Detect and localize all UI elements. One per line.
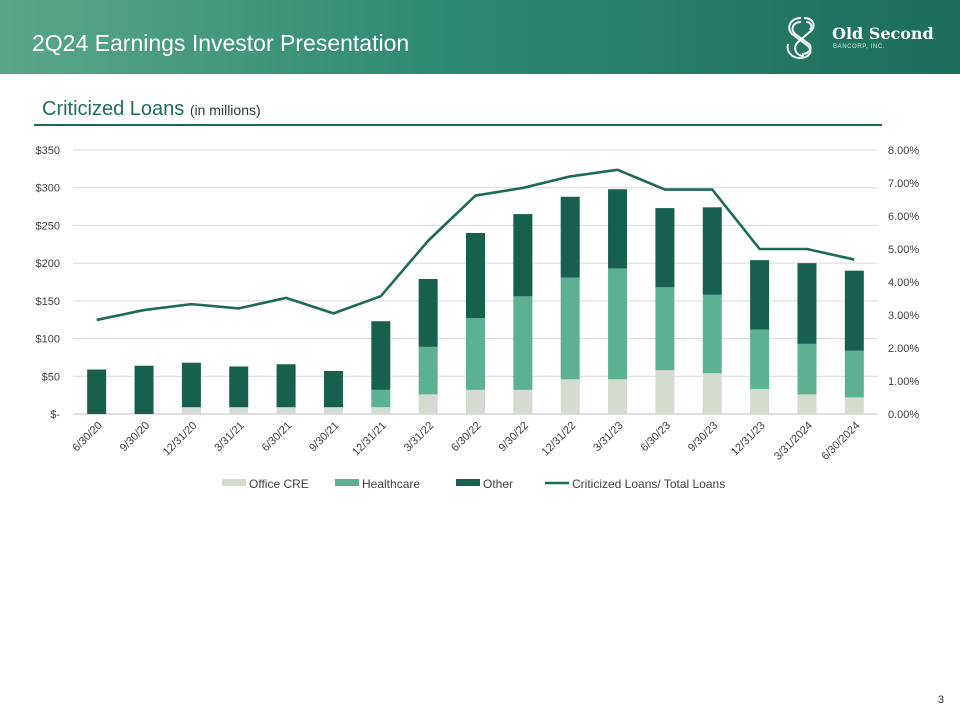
section-divider — [34, 124, 882, 126]
healthcare-bar — [560, 277, 580, 380]
x-tick-label: 9/30/22 — [497, 420, 531, 454]
other-bar — [418, 278, 438, 347]
office-cre-bar — [608, 379, 628, 414]
other-bar — [560, 196, 580, 278]
office-cre-bar — [513, 389, 533, 414]
healthcare-bar — [655, 287, 675, 371]
y-left-tick-label: $250 — [36, 220, 60, 232]
office-cre-bar — [797, 394, 817, 414]
section-title: Criticized Loans (in millions) — [42, 98, 261, 121]
y-right-tick-label: 5.00% — [888, 244, 919, 256]
y-right-tick-label: 0.00% — [888, 409, 919, 421]
legend-swatch — [222, 479, 246, 486]
x-tick-label: 6/30/22 — [449, 420, 483, 454]
healthcare-bar — [466, 318, 485, 390]
y-right-tick-label: 4.00% — [888, 277, 919, 289]
criticized-ratio-line — [96, 168, 855, 322]
other-bar — [608, 189, 628, 269]
x-tick-label: 3/31/2024 — [772, 420, 815, 463]
logo-emblem-icon — [786, 17, 815, 60]
other-bar — [134, 365, 154, 414]
healthcare-bar — [608, 268, 628, 380]
x-tick-label: 6/30/20 — [70, 420, 104, 454]
legend-label: Healthcare — [362, 477, 420, 491]
legend-swatch — [456, 479, 480, 486]
y-left-tick-label: $350 — [36, 145, 60, 157]
presentation-title: 2Q24 Earnings Investor Presentation — [32, 30, 410, 56]
office-cre-bar — [560, 379, 580, 414]
other-bar — [229, 366, 249, 408]
office-cre-bar — [702, 373, 722, 414]
x-tick-label: 3/31/21 — [212, 420, 246, 454]
other-bar — [466, 232, 485, 319]
y-right-tick-label: 6.00% — [888, 211, 919, 223]
other-bar — [844, 270, 864, 351]
x-tick-label: 6/30/23 — [639, 420, 673, 454]
other-bar — [181, 362, 201, 408]
logo-name: Old Second — [832, 24, 934, 43]
other-bar — [797, 263, 817, 344]
healthcare-bar — [750, 329, 770, 390]
healthcare-bar — [797, 343, 817, 395]
y-left-tick-label: $300 — [36, 183, 60, 195]
x-tick-label: 12/31/20 — [161, 420, 200, 459]
healthcare-bar — [702, 294, 722, 374]
other-bar — [655, 208, 675, 288]
office-cre-bar — [466, 389, 485, 414]
healthcare-bar — [844, 350, 864, 398]
y-right-tick-label: 1.00% — [888, 376, 919, 388]
other-bar — [750, 260, 770, 330]
legend-swatch — [335, 479, 359, 486]
office-cre-bar — [229, 407, 249, 414]
legend-label: Criticized Loans/ Total Loans — [572, 477, 725, 491]
header-bar: 2Q24 Earnings Investor Presentation Old … — [0, 0, 960, 74]
y-left-tick-label: $200 — [36, 258, 60, 270]
x-tick-label: 6/30/2024 — [819, 420, 862, 463]
x-tick-label: 9/30/21 — [307, 420, 341, 454]
page-number: 3 — [937, 694, 944, 706]
other-bar — [702, 207, 722, 295]
office-cre-bar — [418, 394, 438, 414]
other-bar — [513, 214, 533, 297]
x-tick-label: 12/31/23 — [729, 420, 768, 459]
y-left-tick-label: $100 — [36, 334, 60, 346]
y-left-tick-label: $- — [50, 409, 60, 421]
office-cre-bar — [181, 407, 201, 414]
y-right-tick-label: 2.00% — [888, 343, 919, 355]
x-tick-label: 9/30/20 — [118, 420, 152, 454]
other-bar — [276, 364, 296, 408]
x-tick-label: 6/30/21 — [260, 420, 294, 454]
office-cre-bar — [276, 407, 296, 414]
healthcare-bar — [371, 389, 391, 408]
legend-label: Other — [483, 477, 513, 491]
office-cre-bar — [844, 397, 864, 414]
office-cre-bar — [655, 370, 675, 414]
legend-label: Office CRE — [249, 477, 309, 491]
x-tick-label: 3/31/23 — [591, 420, 625, 454]
y-right-tick-label: 7.00% — [888, 178, 919, 190]
section-title-unit: (in millions) — [189, 102, 261, 118]
office-cre-bar — [323, 407, 343, 414]
other-bar — [323, 371, 343, 408]
logo-subtitle: BANCORP, INC. — [833, 44, 886, 50]
y-left-tick-label: $50 — [42, 371, 60, 383]
x-tick-label: 12/31/22 — [540, 420, 579, 459]
other-bar — [371, 321, 391, 390]
y-right-tick-label: 3.00% — [888, 310, 919, 322]
office-cre-bar — [371, 407, 391, 414]
x-tick-label: 12/31/21 — [350, 420, 389, 459]
company-logo: Old Second BANCORP, INC. — [778, 14, 938, 60]
x-tick-label: 9/30/23 — [686, 420, 720, 454]
y-right-tick-label: 8.00% — [888, 145, 919, 157]
other-bar — [87, 369, 107, 414]
healthcare-bar — [513, 296, 533, 390]
healthcare-bar — [418, 346, 438, 395]
office-cre-bar — [750, 389, 770, 414]
section-title-main: Criticized Loans — [42, 98, 185, 120]
y-left-tick-label: $150 — [36, 296, 60, 308]
x-tick-label: 3/31/22 — [402, 420, 436, 454]
criticized-loans-chart: $- $50 $100 $150 $200 $250 $300 $350 0.00% 1.00% 2… — [36, 145, 920, 491]
